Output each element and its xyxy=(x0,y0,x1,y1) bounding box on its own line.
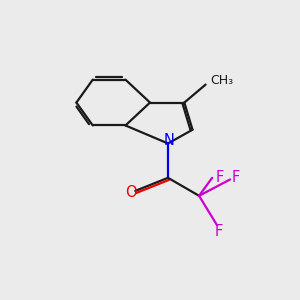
Text: O: O xyxy=(125,185,137,200)
Text: CH₃: CH₃ xyxy=(211,74,234,87)
Text: F: F xyxy=(214,224,223,238)
Text: F: F xyxy=(232,170,240,185)
Text: N: N xyxy=(163,133,174,148)
Text: F: F xyxy=(215,170,224,185)
